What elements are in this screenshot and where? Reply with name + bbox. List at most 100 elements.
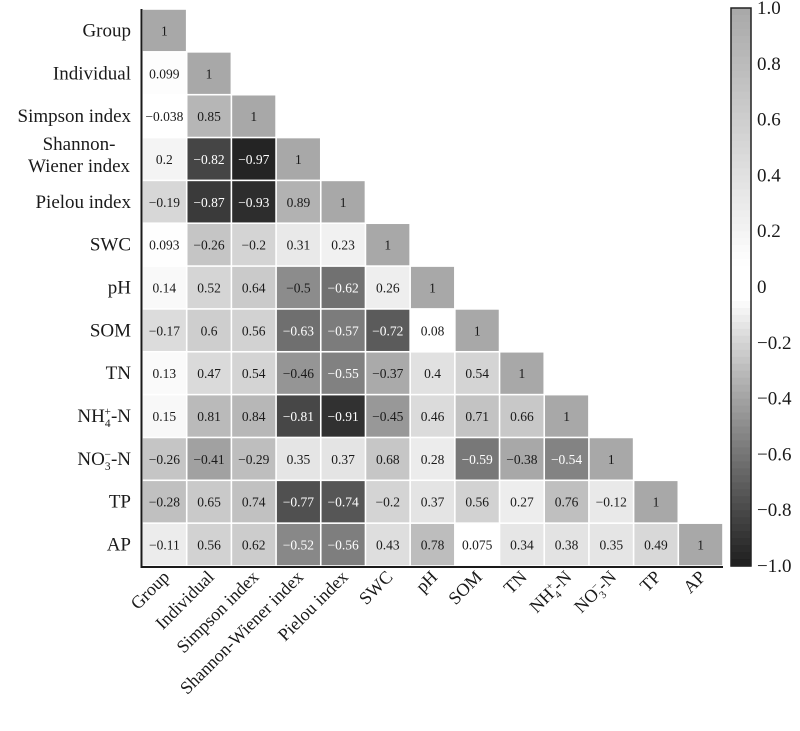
cell-fill [187, 95, 231, 137]
heatmap-cell: 0.093 [142, 224, 186, 266]
cell-fill [545, 395, 589, 437]
colorbar-tick-label: −0.2 [757, 333, 791, 354]
heatmap-cell: 1 [321, 181, 365, 223]
heatmap-cell: −0.41 [187, 438, 231, 480]
cell-value: 0.14 [153, 281, 177, 296]
heatmap-cell: 0.43 [366, 523, 410, 566]
colorbar-segment [731, 433, 751, 442]
cell-fill [142, 138, 186, 180]
colorbar-tick-label: −0.6 [757, 444, 791, 465]
heatmap-cell: 0.099 [142, 52, 186, 94]
heatmap-cell: 0.54 [232, 352, 276, 394]
heatmap-cell: 1 [366, 224, 410, 266]
cell-fill [589, 481, 633, 523]
cell-value: −0.56 [327, 538, 358, 553]
colorbar-segment [731, 161, 751, 170]
colorbar-tick-label: 1.0 [757, 0, 781, 19]
heatmap-cell: 0.26 [366, 266, 410, 309]
cell-fill [410, 309, 455, 351]
heatmap-cell: 0.35 [276, 438, 320, 480]
colorbar-tick-label: 0.2 [757, 221, 781, 242]
colorbar-segment [731, 454, 751, 462]
cell-fill [410, 481, 455, 523]
cell-fill [589, 523, 633, 566]
cell-fill [455, 523, 499, 566]
colorbar-segment [731, 293, 751, 302]
cell-fill [187, 138, 231, 180]
cell-value: 0.35 [287, 452, 311, 467]
cell-fill [455, 395, 499, 437]
cell-fill [366, 438, 410, 480]
cell-fill [366, 352, 410, 394]
cell-fill [276, 181, 320, 223]
colorbar-segment [731, 238, 751, 246]
row-labels: Group Individual Simpson index Shannon-Wien… [18, 20, 132, 555]
row-label: SWC [90, 235, 131, 256]
cell-value: 0.84 [242, 409, 266, 424]
cell-value: −0.81 [283, 409, 314, 424]
cell-fill [366, 523, 410, 566]
column-label: pH [412, 567, 442, 597]
cell-fill [187, 52, 231, 94]
cell-fill [321, 395, 365, 437]
colorbar-segment [731, 363, 751, 372]
colorbar-segment [731, 196, 751, 204]
colorbar-segment [731, 475, 751, 483]
colorbar-segment [731, 217, 751, 225]
cell-fill [276, 352, 320, 394]
cell-value: −0.82 [193, 152, 224, 167]
colorbar-segment [731, 398, 751, 407]
heatmap-cell: 0.65 [187, 481, 231, 523]
cell-fill [366, 309, 410, 351]
cell-value: 0.38 [555, 538, 579, 553]
colorbar-segment [731, 356, 751, 365]
colorbar-segment [731, 440, 751, 449]
heatmap-cell: 0.54 [455, 352, 499, 394]
cell-value: −0.29 [238, 452, 269, 467]
heatmap-cell: 0.49 [634, 523, 678, 566]
cell-fill [187, 309, 231, 351]
cell-fill [410, 438, 455, 480]
colorbar-segment [731, 224, 751, 232]
cell-value: 0.54 [465, 366, 489, 381]
heatmap-cell: 0.27 [500, 481, 544, 523]
colorbar-segment [731, 461, 751, 469]
row-label: NH4+-N [77, 406, 131, 430]
colorbar-segment [731, 287, 751, 295]
cell-fill [232, 523, 276, 566]
colorbar-segment [731, 154, 751, 163]
heatmap-cell: −0.46 [276, 352, 320, 394]
cell-value: 0.68 [376, 452, 400, 467]
heatmap-cell: 0.37 [321, 438, 365, 480]
colorbar-segment [731, 112, 751, 121]
heatmap-cell: −0.17 [142, 309, 186, 351]
cell-fill [366, 481, 410, 523]
cell-value: 0.23 [331, 238, 355, 253]
heatmap-cell: −0.2 [366, 481, 410, 523]
heatmap-cell: 1 [589, 438, 633, 480]
heatmap-cell: 0.2 [142, 138, 186, 180]
heatmap-cell: −0.5 [276, 266, 320, 309]
heatmap-cell: 1 [410, 266, 455, 309]
cell-value: 1 [519, 366, 526, 381]
colorbar-segment [731, 56, 751, 65]
heatmap-cell: −0.62 [321, 266, 365, 309]
colorbar-segment [731, 70, 751, 79]
cell-fill [321, 523, 365, 566]
colorbar: 1.0 0.8 0.6 0.4 0.2 0 −0.2 −0.4 −0.6 −0.8 −1.0 [730, 0, 792, 577]
cell-value: −0.87 [193, 195, 224, 210]
cell-value: 0.74 [242, 495, 266, 510]
cell-fill [276, 523, 320, 566]
colorbar-segment [731, 140, 751, 149]
colorbar-tick-label: 0.4 [757, 165, 781, 186]
row-label: NO3−-N [77, 449, 131, 473]
cell-value: 0.075 [462, 538, 493, 553]
cell-fill [634, 523, 678, 566]
heatmap-cell: −0.54 [545, 438, 589, 480]
cell-value: −0.26 [193, 238, 224, 253]
cell-value: 1 [563, 409, 570, 424]
heatmap-cell: 1 [679, 523, 723, 566]
colorbar-segment [731, 384, 751, 393]
colorbar-segment [731, 280, 751, 288]
cell-fill [455, 309, 499, 351]
